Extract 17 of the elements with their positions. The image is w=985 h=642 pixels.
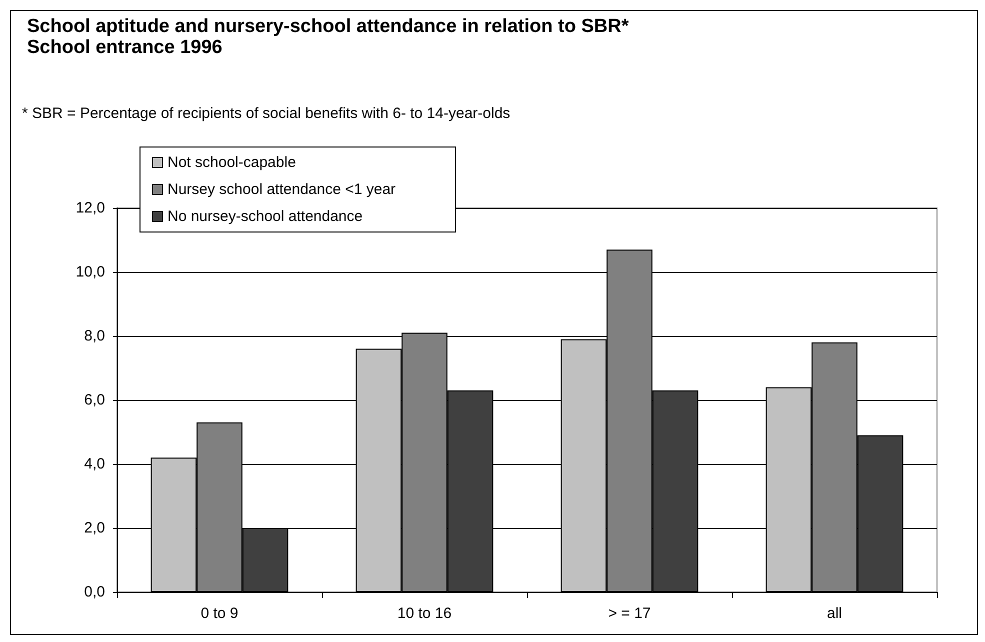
x-tick-label: all	[826, 605, 842, 622]
text: * SBR = Percentage of recipients of social benefits with 6- to 14-year-olds	[22, 105, 510, 122]
x-tick-label: > = 17	[608, 605, 651, 622]
x-tick-label: 10 to 16	[397, 605, 452, 622]
y-tick-label: 10,0	[76, 264, 105, 280]
y-tick-label: 8,0	[84, 328, 105, 344]
y-tick-label: 2,0	[84, 520, 105, 536]
chart-title: School aptitude and nursery-school attendance in relation to SBR*	[27, 16, 630, 37]
y-tick-label: 12,0	[76, 200, 105, 216]
x-tick-label: 0 to 9	[200, 605, 238, 622]
legend-label: No nursey-school attendance	[168, 208, 363, 225]
y-tick-label: 4,0	[84, 456, 105, 472]
chart-subtitle: School entrance 1996	[27, 37, 222, 58]
legend-label: Nursey school attendance <1 year	[168, 181, 396, 198]
y-tick-label: 0,0	[84, 584, 105, 600]
legend-label: Not school-capable	[168, 154, 296, 171]
y-tick-label: 6,0	[84, 392, 105, 408]
